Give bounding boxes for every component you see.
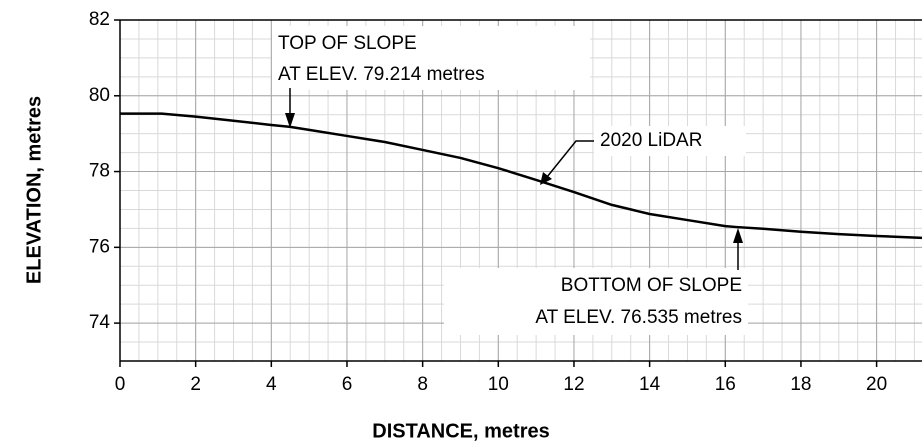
annotation-box xyxy=(444,268,748,335)
y-tick-label: 78 xyxy=(89,161,110,182)
arrowhead xyxy=(733,228,743,243)
x-tick-label: 2 xyxy=(190,374,201,395)
annotation-text: TOP OF SLOPE xyxy=(278,33,417,54)
x-tick-label: 20 xyxy=(866,374,887,395)
x-tick-label: 6 xyxy=(342,374,353,395)
series-label: 2020 LiDAR xyxy=(600,130,702,151)
y-tick-label: 76 xyxy=(89,236,110,257)
y-tick-label: 74 xyxy=(89,312,111,333)
x-tick-label: 14 xyxy=(639,374,661,395)
annotation-box xyxy=(594,126,746,156)
x-tick-label: 12 xyxy=(563,374,584,395)
arrowhead xyxy=(285,113,295,128)
annotation-text: AT ELEV. 79.214 metres xyxy=(278,64,485,85)
annotation-text: AT ELEV. 76.535 metres xyxy=(535,307,742,328)
x-tick-label: 0 xyxy=(115,374,126,395)
line xyxy=(120,112,922,240)
x-tick-label: 4 xyxy=(266,374,277,395)
y-tick-label: 82 xyxy=(89,9,110,30)
leader xyxy=(546,140,594,178)
annotations: TOP OF SLOPE AT ELEV. 79.214 metres 2020… xyxy=(272,26,748,335)
x-tick-label: 18 xyxy=(790,374,811,395)
arrowhead xyxy=(540,172,552,185)
y-axis-title: ELEVATION, metres xyxy=(23,96,45,284)
x-axis-title: DISTANCE, metres xyxy=(372,420,549,442)
x-tick-label: 8 xyxy=(417,374,428,395)
annotation-text: BOTTOM OF SLOPE xyxy=(561,275,742,296)
annotation-box xyxy=(272,26,590,90)
y-tick-label: 80 xyxy=(89,85,110,106)
x-tick-label: 10 xyxy=(488,374,509,395)
x-tick-label: 16 xyxy=(715,374,736,395)
series xyxy=(120,112,922,240)
